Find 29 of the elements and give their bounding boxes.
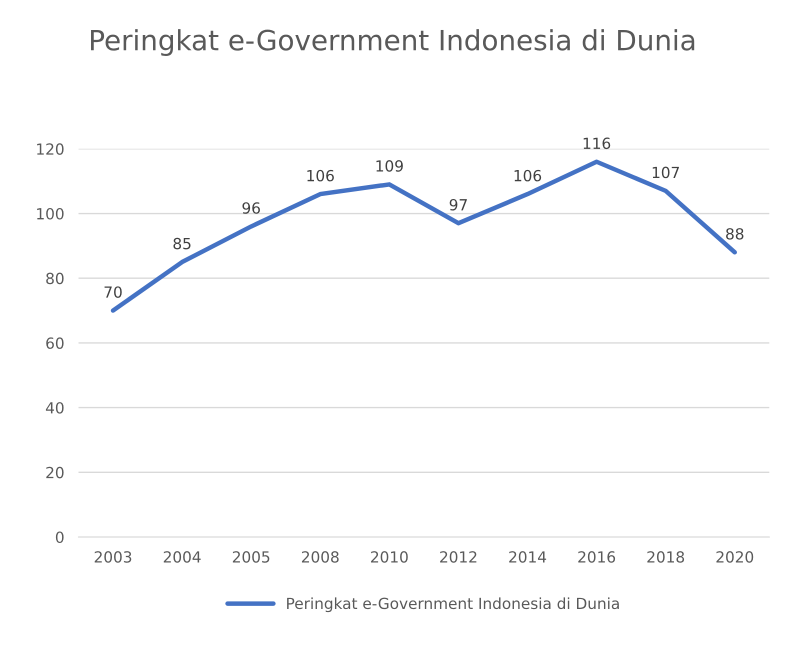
chart-title: Peringkat e-Government Indonesia di Dunia [91, 29, 694, 56]
data-label: 109 [376, 160, 403, 172]
y-tick-label: 0 [56, 531, 64, 544]
x-tick-label: 2012 [440, 551, 476, 563]
y-tick-label: 60 [46, 337, 64, 349]
data-label: 106 [307, 170, 334, 182]
x-tick-label: 2018 [647, 551, 684, 563]
legend-label: Peringkat e-Government Indonesia di Dunia [287, 597, 619, 612]
y-tick-label: 80 [46, 272, 64, 284]
x-tick-label: 2010 [371, 551, 408, 563]
y-tick-label: 120 [37, 143, 64, 155]
x-tick-label: 2004 [164, 551, 201, 563]
x-tick-label: 2003 [94, 551, 132, 563]
y-tick-label: 20 [46, 466, 64, 478]
x-tick-label: 2008 [302, 551, 339, 563]
data-label: 70 [104, 286, 122, 298]
y-tick-label: 40 [46, 402, 64, 414]
data-label: 116 [584, 138, 610, 150]
x-tick-label: 2020 [716, 551, 754, 563]
data-label: 96 [242, 202, 260, 214]
x-tick-label: 2016 [578, 551, 616, 563]
data-label: 107 [652, 166, 679, 178]
data-label: 106 [514, 170, 542, 182]
data-label: 85 [173, 238, 191, 250]
x-tick-label: 2014 [509, 551, 546, 563]
data-label: 88 [726, 228, 744, 240]
y-tick-label: 100 [37, 208, 64, 220]
data-label: 97 [450, 198, 467, 211]
x-tick-label: 2005 [232, 551, 270, 563]
